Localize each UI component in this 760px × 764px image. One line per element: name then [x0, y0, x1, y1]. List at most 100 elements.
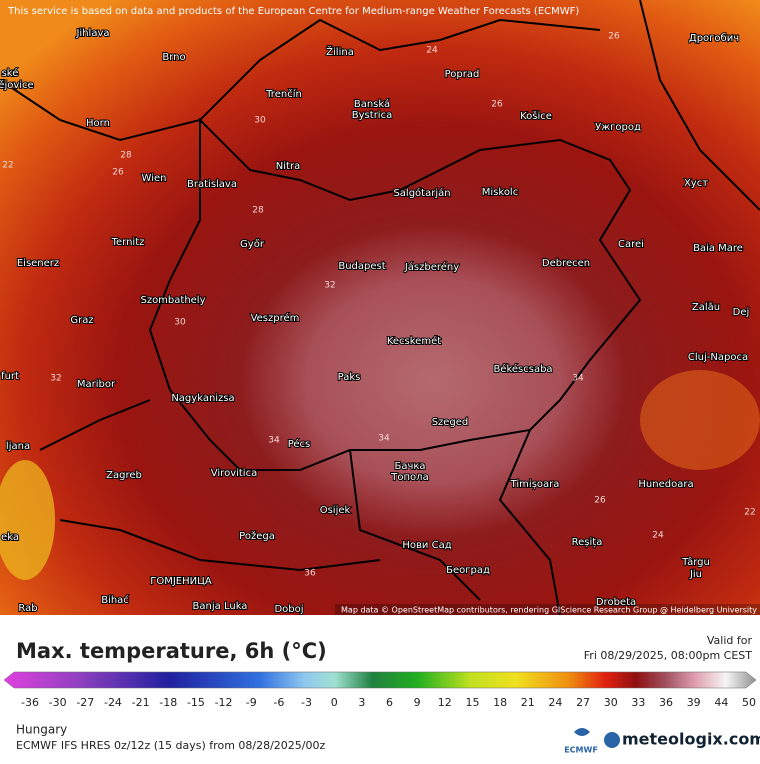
colorbar-tick-label: -21 [132, 696, 150, 709]
colorbar-tick-label: 18 [493, 696, 507, 709]
colorbar-tick-label: 0 [331, 696, 338, 709]
city-label: Топола [390, 472, 428, 483]
contour-label: 26 [594, 496, 606, 506]
colorbar-tick-label: 24 [548, 696, 562, 709]
banner: This service is based on data and produc… [7, 6, 579, 17]
city-label: eka [1, 532, 19, 543]
brand-icon [604, 732, 620, 748]
city-label: Kecskemét [387, 335, 441, 347]
contour-label: 34 [268, 436, 280, 446]
city-label: Bratislava [187, 179, 237, 190]
contour-label: 36 [304, 569, 316, 579]
colorbar-tick-label: -3 [301, 696, 312, 709]
city-label: Horn [86, 118, 110, 129]
colorbar-tick-label: 12 [438, 696, 452, 709]
colorbar-tick-label: -12 [215, 696, 233, 709]
warm-spot [640, 370, 760, 470]
colorbar-tick-label: -6 [273, 696, 284, 709]
colorbar-tick-label: 6 [386, 696, 393, 709]
city-label: Wien [142, 173, 167, 184]
city-label: Békéscsaba [493, 363, 552, 375]
colorbar-tick-label: 39 [687, 696, 701, 709]
model-info: ECMWF IFS HRES 0z/12z (15 days) from 08/… [16, 739, 326, 752]
colorbar-tick-label: -30 [49, 696, 67, 709]
city-label: Brno [162, 52, 185, 63]
valid-label: Valid for [707, 634, 753, 647]
colorbar-tick-label: 33 [631, 696, 645, 709]
city-label: Veszprém [251, 312, 300, 324]
city-label: ské [2, 67, 19, 79]
city-label: Doboj [274, 604, 303, 615]
colorbar-tick-label: 21 [521, 696, 535, 709]
city-label: ějovice [0, 79, 34, 91]
colorbar-tick-label: -9 [246, 696, 257, 709]
city-label: ljana [6, 441, 30, 452]
city-label: Hunedoara [638, 479, 693, 490]
valid-time: Fri 08/29/2025, 08:00pm CEST [584, 649, 753, 662]
ecmwf-icon [574, 728, 590, 736]
city-label: Košice [520, 110, 552, 122]
city-label: ГОМЈЕНИЦА [150, 576, 212, 587]
city-label: Бачка [394, 461, 425, 472]
colorbar-tick-label: 15 [465, 696, 479, 709]
ecmwf-logo: ECMWF [564, 746, 598, 755]
city-label: Jászberény [404, 261, 459, 273]
city-label: Paks [338, 372, 361, 383]
contour-label: 32 [324, 281, 335, 291]
attribution-bg [335, 604, 760, 615]
city-label: Târgu [681, 556, 710, 568]
borders [0, 0, 760, 616]
colorbar-tick-label: -18 [159, 696, 177, 709]
contour-label: 30 [254, 116, 266, 126]
city-label: Ternitz [111, 237, 145, 248]
city-label: Baia Mare [693, 243, 743, 254]
city-label: Banská [354, 98, 390, 110]
city-label: Szeged [432, 417, 469, 428]
city-label: Nitra [276, 161, 300, 172]
city-label: Carei [618, 239, 644, 250]
contour-label: 26 [608, 32, 620, 42]
city-label: Miskolc [482, 187, 518, 198]
colorbar-tick-label: 30 [604, 696, 618, 709]
colorbar-tick-label: 27 [576, 696, 590, 709]
city-label: Salgótarján [393, 187, 450, 199]
city-label: Budapest [338, 261, 385, 272]
colorbar [3, 671, 757, 689]
colorbar-tick-label: 3 [358, 696, 365, 709]
city-label: Zalău [692, 302, 720, 313]
contour-label: 30 [174, 318, 186, 328]
colorbar-tick-label: -27 [76, 696, 94, 709]
city-label: Maribor [77, 379, 116, 390]
city-label: Virovitica [211, 468, 257, 479]
contour-label: 32 [50, 374, 61, 384]
city-label: Szombathely [140, 295, 205, 306]
warm-spot [0, 460, 55, 580]
city-label: Graz [70, 315, 93, 326]
colorbar-tick-label: 36 [659, 696, 673, 709]
contour-label: 28 [120, 151, 132, 161]
city-label: Dej [733, 307, 750, 318]
city-label: Timișoara [510, 479, 560, 490]
colorbar-tick-label: 9 [414, 696, 421, 709]
city-label: Győr [240, 238, 265, 250]
city-label: Zagreb [106, 470, 142, 481]
colorbar-tick-label: -15 [187, 696, 205, 709]
contour-label: 34 [572, 374, 584, 384]
city-label: Debrecen [542, 258, 590, 269]
city-label: Osijek [320, 505, 351, 516]
city-label: Banja Luka [193, 601, 248, 612]
contour-label: 22 [744, 508, 755, 518]
city-label: Rab [18, 603, 37, 614]
city-label: Bihać [101, 594, 129, 606]
colorbar-tick-label: 50 [742, 696, 756, 709]
brand: meteologix.com [622, 730, 760, 749]
city-label: Ужгород [595, 122, 641, 133]
city-label: Cluj-Napoca [688, 352, 748, 363]
city-label: Bystrica [352, 110, 392, 121]
city-label: Дрогобич [689, 33, 739, 44]
city-label: Eisenerz [17, 258, 59, 269]
contour-label: 26 [112, 168, 124, 178]
contour-label: 28 [252, 206, 264, 216]
city-label: Trenčín [265, 88, 302, 100]
